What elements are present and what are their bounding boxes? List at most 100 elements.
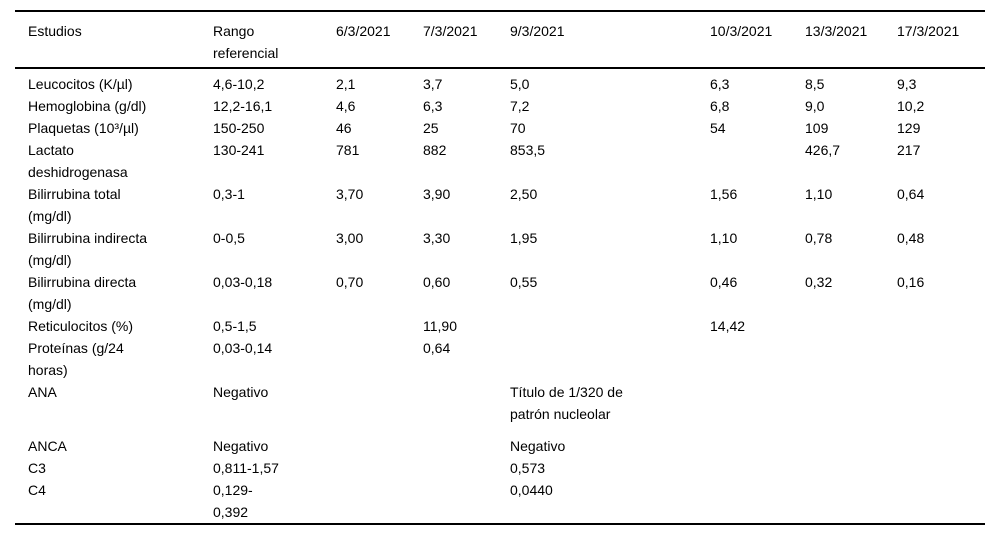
- value-cell: 14,42: [710, 318, 746, 334]
- table-row: ANCA Negativo Negativo: [15, 435, 985, 457]
- value-cell: [897, 479, 985, 524]
- value-cell: 2,50: [510, 186, 538, 202]
- value-cell: 130-241: [213, 142, 265, 158]
- value-cell: 9,0: [805, 98, 825, 114]
- value-cell: [805, 315, 897, 337]
- value-cell: 0,78: [805, 230, 833, 246]
- value-cell: 0,03-0,14: [213, 340, 273, 356]
- column-header-date-10-3-2021: 10/3/2021: [710, 23, 773, 39]
- value-cell: [897, 381, 985, 435]
- value-cell: 3,70: [336, 186, 364, 202]
- value-cell: 54: [710, 120, 726, 136]
- study-name-cell: Bilirrubina indirecta (mg/dl): [28, 230, 148, 268]
- value-cell: 217: [897, 142, 921, 158]
- study-name-cell: Bilirrubina total (mg/dl): [28, 186, 121, 224]
- value-cell: [897, 457, 985, 479]
- value-cell: [710, 337, 805, 381]
- study-name-cell: Bilirrubina directa (mg/dl): [28, 274, 137, 312]
- value-cell: 12,2-16,1: [213, 98, 273, 114]
- value-cell: [710, 479, 805, 524]
- study-name-cell: ANA: [28, 384, 57, 400]
- value-cell: 8,5: [805, 76, 825, 92]
- table-row: Lactato deshidrogenasa 130-241 781 882 853,5…: [15, 139, 985, 183]
- value-cell: 0,811-1,57: [213, 460, 279, 476]
- value-cell: [897, 315, 985, 337]
- value-cell: 0,48: [897, 230, 925, 246]
- value-cell: 3,7: [423, 76, 443, 92]
- value-cell: 10,2: [897, 98, 925, 114]
- value-cell: 0,70: [336, 274, 364, 290]
- value-cell: 0,46: [710, 274, 738, 290]
- column-header-date-6-3-2021: 6/3/2021: [336, 23, 391, 39]
- value-cell: 0,32: [805, 274, 833, 290]
- column-header-date-9-3-2021: 9/3/2021: [510, 23, 565, 39]
- value-cell: 129: [897, 120, 921, 136]
- value-cell: [336, 337, 423, 381]
- study-name-cell: Lactato deshidrogenasa: [28, 142, 128, 180]
- value-cell: [423, 381, 510, 435]
- study-name-cell: Leucocitos (K/µl): [28, 76, 133, 92]
- value-cell: Negativo: [213, 438, 269, 454]
- value-cell: 11,90: [423, 318, 457, 334]
- value-cell: 0,573: [510, 460, 546, 476]
- value-cell: 1,10: [710, 230, 738, 246]
- value-cell: [510, 337, 710, 381]
- value-cell: 0-0,5: [213, 230, 245, 246]
- value-cell: [336, 479, 423, 524]
- value-cell: [423, 435, 510, 457]
- value-cell: 6,3: [710, 76, 730, 92]
- header-row: Estudios Rango referencial 6/3/2021 7/3/…: [15, 11, 985, 68]
- study-name-cell: ANCA: [28, 438, 67, 454]
- value-cell: 1,95: [510, 230, 538, 246]
- column-header-date-7-3-2021: 7/3/2021: [423, 23, 478, 39]
- value-cell: Título de 1/320 de patrón nucleolar: [510, 384, 623, 422]
- value-cell: 7,2: [510, 98, 530, 114]
- table-row: ANA Negativo Título de 1/320 de patrón nuc…: [15, 381, 985, 435]
- value-cell: 150-250: [213, 120, 265, 136]
- value-cell: 0,5-1,5: [213, 318, 257, 334]
- value-cell: 0,64: [897, 186, 925, 202]
- value-cell: [710, 139, 805, 183]
- value-cell: 4,6: [336, 98, 356, 114]
- value-cell: 0,64: [423, 340, 451, 356]
- value-cell: 6,3: [423, 98, 443, 114]
- value-cell: 0,60: [423, 274, 451, 290]
- value-cell: [336, 315, 423, 337]
- study-name-cell: C3: [28, 460, 46, 476]
- study-name-cell: Reticulocitos (%): [28, 318, 134, 334]
- value-cell: [805, 337, 897, 381]
- table-row: Reticulocitos (%) 0,5-1,5 11,90 14,42: [15, 315, 985, 337]
- study-name-cell: C4: [28, 482, 46, 498]
- value-cell: [710, 381, 805, 435]
- value-cell: 1,56: [710, 186, 738, 202]
- table-row: Bilirrubina directa (mg/dl) 0,03-0,18 0,70…: [15, 271, 985, 315]
- value-cell: [805, 479, 897, 524]
- table-row: Leucocitos (K/µl) 4,6-10,2 2,1 3,7 5,0 6,3 8,5…: [15, 68, 985, 95]
- table-body: Leucocitos (K/µl) 4,6-10,2 2,1 3,7 5,0 6,3 8,5…: [15, 68, 985, 524]
- value-cell: [423, 457, 510, 479]
- lab-results-table-container: Estudios Rango referencial 6/3/2021 7/3/…: [15, 10, 985, 525]
- study-name-cell: Plaquetas (10³/µl): [28, 120, 139, 136]
- value-cell: 109: [805, 120, 829, 136]
- value-cell: [897, 435, 985, 457]
- value-cell: [510, 315, 710, 337]
- value-cell: 3,30: [423, 230, 451, 246]
- value-cell: 0,55: [510, 274, 538, 290]
- value-cell: 46: [336, 120, 352, 136]
- value-cell: 3,00: [336, 230, 364, 246]
- lab-results-table: Estudios Rango referencial 6/3/2021 7/3/…: [15, 10, 985, 525]
- value-cell: [336, 435, 423, 457]
- study-name-cell: Proteínas (g/24 horas): [28, 340, 124, 378]
- value-cell: 0,0440: [510, 482, 553, 498]
- table-row: Hemoglobina (g/dl) 12,2-16,1 4,6 6,3 7,2 6,8 9…: [15, 95, 985, 117]
- value-cell: 4,6-10,2: [213, 76, 265, 92]
- value-cell: 2,1: [336, 76, 356, 92]
- table-row: Bilirrubina indirecta (mg/dl) 0-0,5 3,00 3,…: [15, 227, 985, 271]
- value-cell: Negativo: [213, 384, 269, 400]
- value-cell: 1,10: [805, 186, 833, 202]
- value-cell: [805, 457, 897, 479]
- value-cell: 0,3-1: [213, 186, 245, 202]
- value-cell: 882: [423, 142, 447, 158]
- value-cell: [805, 435, 897, 457]
- value-cell: [805, 381, 897, 435]
